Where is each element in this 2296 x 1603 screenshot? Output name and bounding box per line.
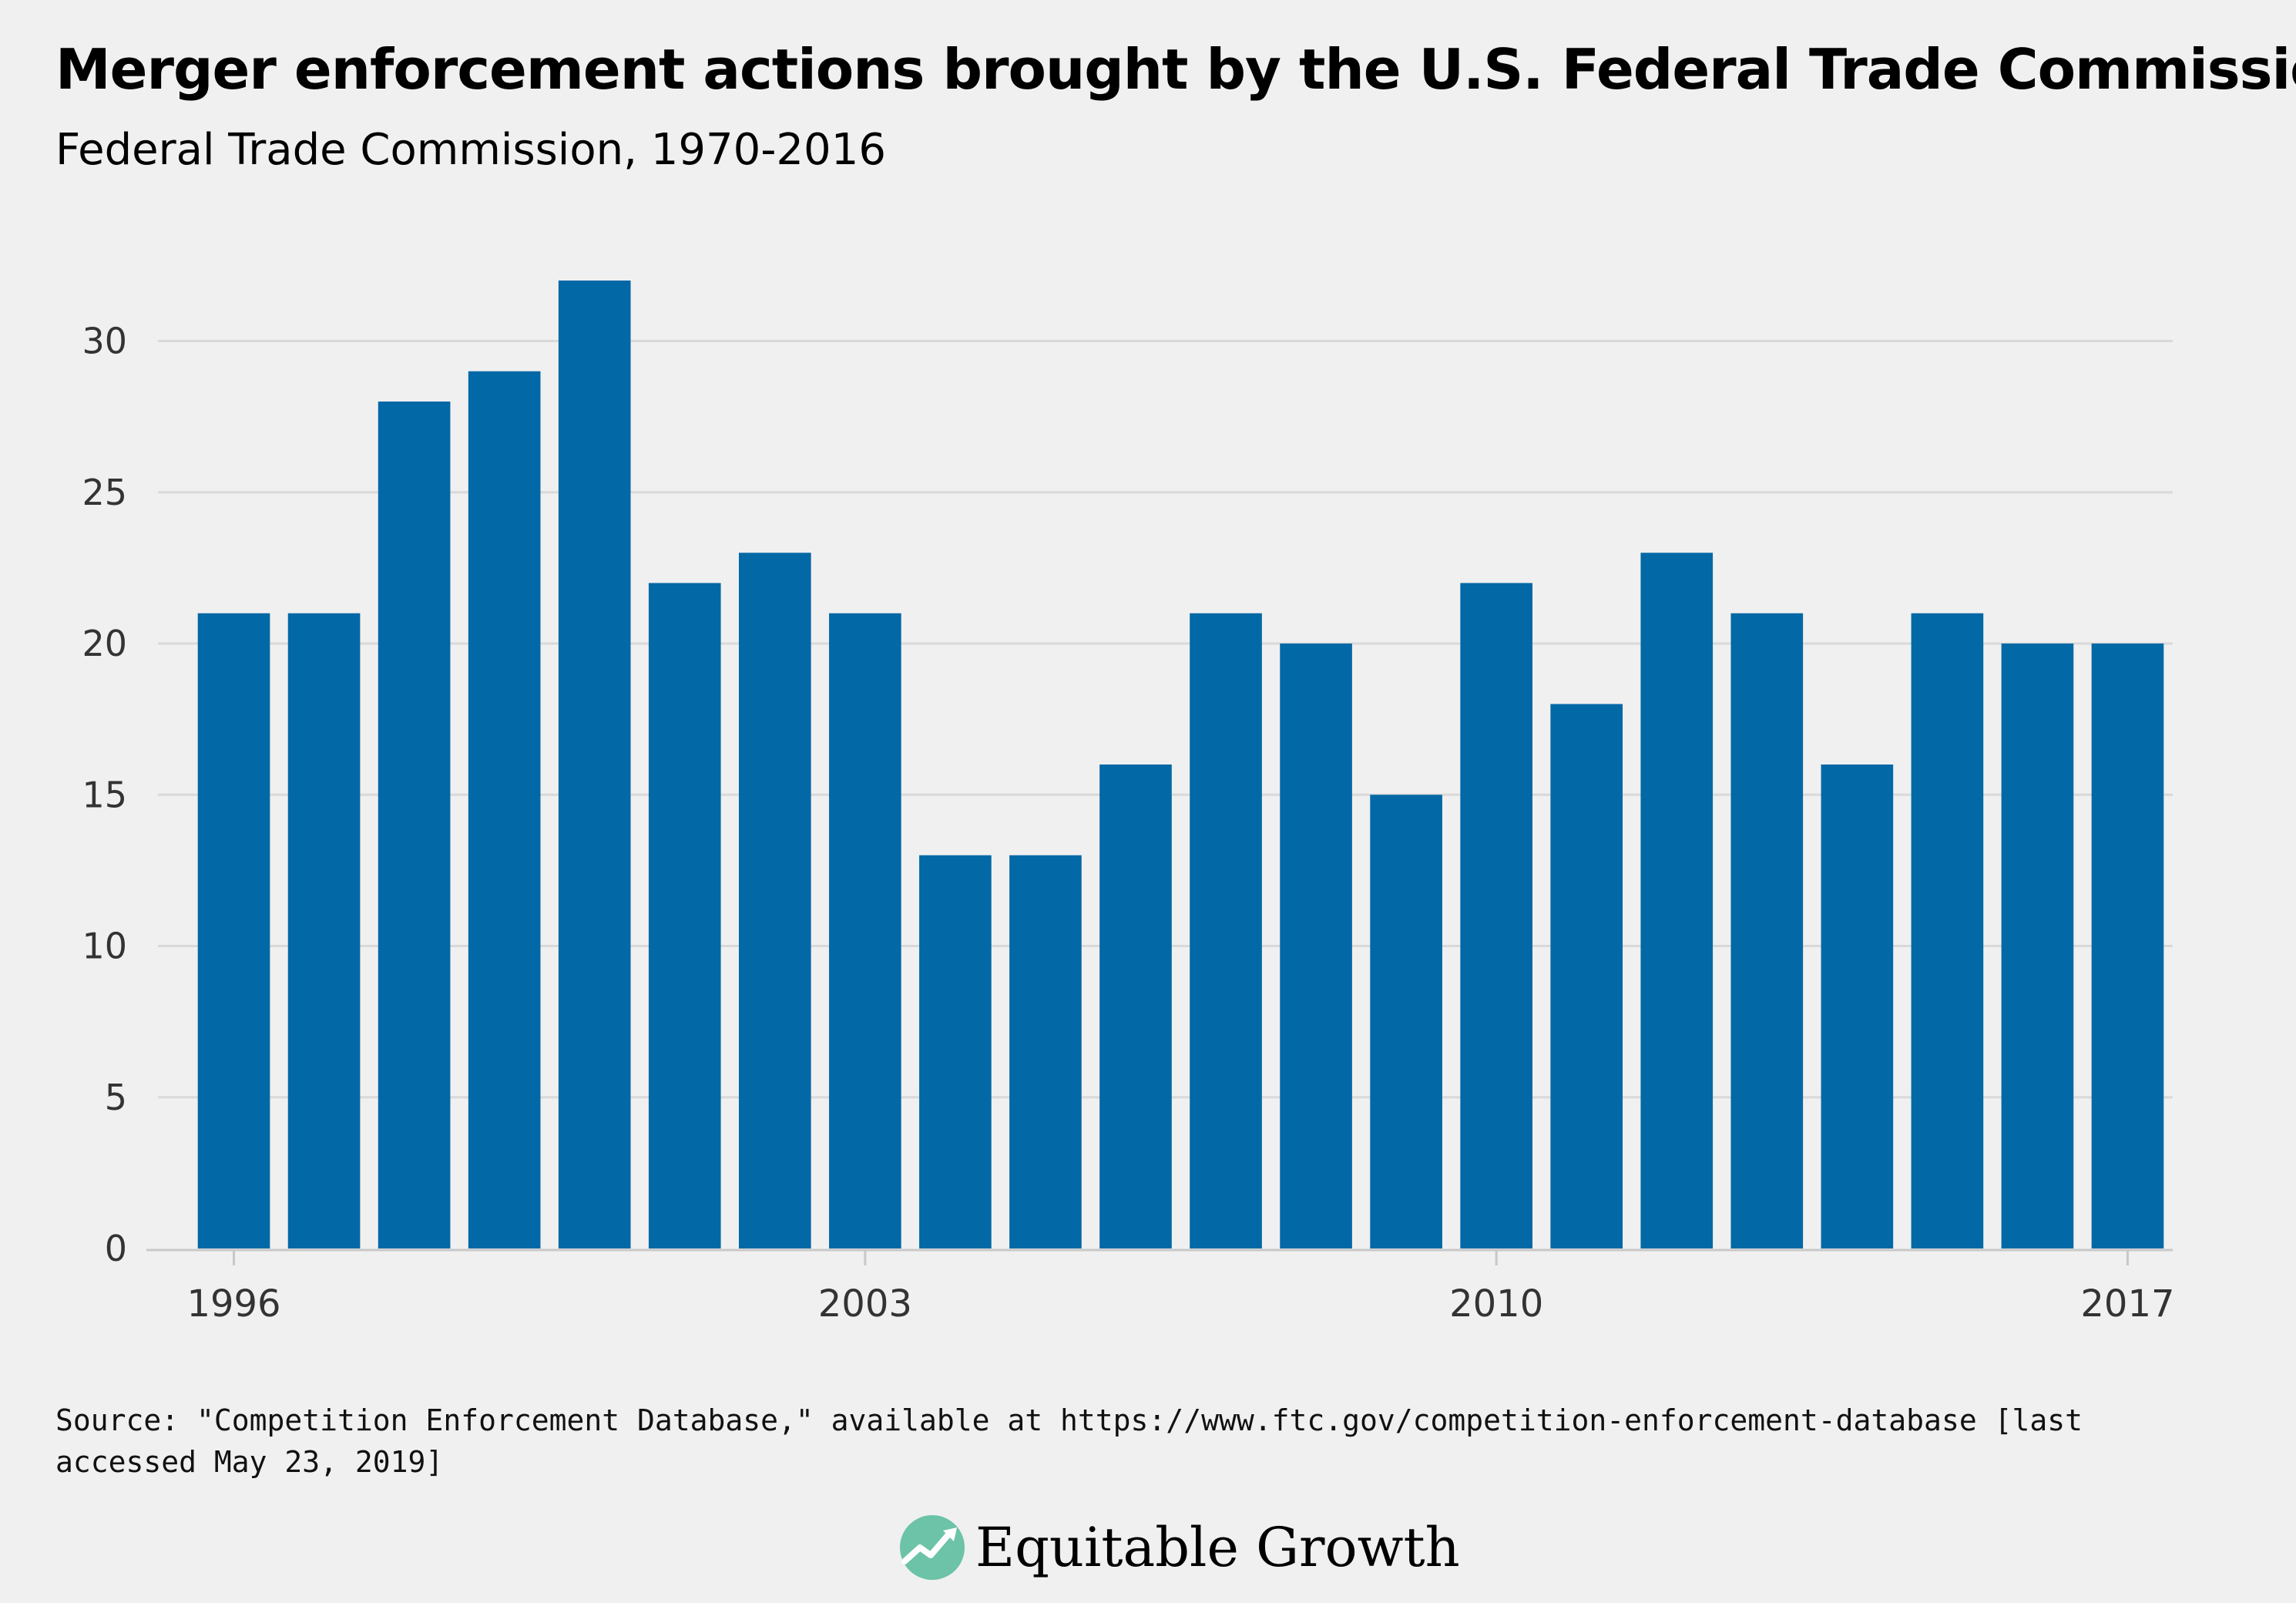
equitable-growth-logo: Equitable Growth (898, 1514, 1460, 1581)
y-tick-label: 30 (82, 321, 127, 362)
x-tick-label: 2010 (1449, 1282, 1543, 1326)
bar-2012 (1640, 553, 1714, 1248)
bar-1996 (197, 613, 270, 1248)
y-axis-ticks: 0 5 10 15 20 25 30 (82, 321, 127, 1270)
chart-title: Merger enforcement actions brought by th… (55, 37, 2296, 102)
y-tick-label: 5 (105, 1077, 127, 1118)
bar-2016 (2001, 644, 2074, 1248)
bars (197, 281, 2164, 1248)
y-tick-label: 15 (82, 774, 127, 815)
bar-1999 (468, 371, 541, 1248)
x-tick-label: 1996 (186, 1282, 280, 1326)
x-axis-ticks: 1996 2003 2010 2017 (186, 1250, 2175, 1326)
bar-1998 (378, 402, 451, 1248)
logo-text: Equitable Growth (975, 1516, 1460, 1579)
bar-1997 (287, 613, 361, 1248)
y-tick-label: 25 (82, 472, 127, 513)
bar-chart: 0 5 10 15 20 25 30 1996 2003 2010 2017 (82, 281, 2175, 1326)
bar-2000 (558, 281, 631, 1248)
bar-2001 (648, 583, 721, 1248)
bar-2010 (1460, 583, 1532, 1248)
bar-2005 (1009, 855, 1082, 1248)
x-tick-label: 2017 (2080, 1282, 2174, 1326)
y-tick-label: 10 (82, 926, 127, 967)
source-note: Source: "Competition Enforcement Databas… (55, 1403, 2083, 1479)
trend-line-icon (900, 1515, 965, 1580)
bar-2017 (2091, 644, 2164, 1248)
bar-2007 (1190, 613, 1262, 1248)
bar-2008 (1280, 644, 1352, 1248)
bar-2003 (829, 613, 901, 1248)
bar-2006 (1099, 765, 1172, 1248)
bar-2004 (919, 855, 992, 1248)
y-tick-label: 0 (105, 1228, 127, 1269)
y-tick-label: 20 (82, 623, 127, 664)
bar-2013 (1730, 613, 1804, 1248)
bar-2011 (1550, 704, 1623, 1248)
bar-2015 (1911, 613, 1984, 1248)
bar-2002 (738, 553, 811, 1248)
chart-subtitle: Federal Trade Commission, 1970-2016 (55, 125, 886, 175)
bar-2009 (1370, 795, 1442, 1248)
x-tick-label: 2003 (818, 1282, 912, 1326)
bar-2014 (1821, 765, 1894, 1248)
